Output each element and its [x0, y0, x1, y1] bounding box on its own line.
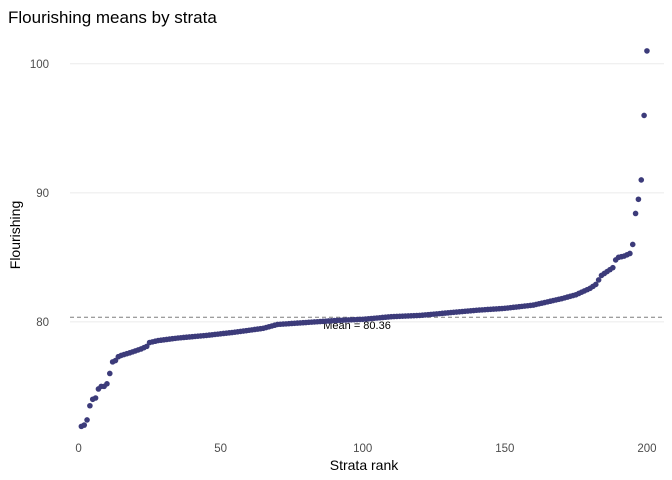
- data-point: [592, 281, 599, 288]
- data-point: [627, 250, 633, 257]
- y-tick-label-80: 80: [36, 317, 49, 329]
- data-point: [112, 357, 119, 364]
- x-tick-label-200: 200: [637, 443, 656, 455]
- tick-labels: 80 90 100 0 50 100 150 200: [30, 59, 657, 455]
- data-point: [610, 264, 616, 271]
- data-point: [641, 112, 647, 119]
- x-axis-title: Strata rank: [330, 457, 399, 473]
- data-points: [78, 48, 650, 430]
- data-point: [92, 395, 99, 401]
- data-point: [632, 210, 639, 217]
- data-point: [84, 417, 90, 423]
- data-point: [644, 48, 650, 54]
- x-tick-label-50: 50: [214, 443, 227, 455]
- data-point: [87, 402, 93, 409]
- chart-title: Flourishing means by strata: [8, 8, 217, 27]
- data-point: [595, 277, 602, 283]
- data-point: [629, 241, 636, 248]
- y-axis-title: Flourishing: [7, 201, 23, 269]
- data-point: [104, 381, 110, 387]
- data-point: [81, 422, 88, 428]
- data-point: [638, 177, 645, 183]
- data-point: [635, 196, 642, 203]
- y-tick-label-100: 100: [30, 59, 49, 71]
- grid-layer: [70, 63, 664, 323]
- data-point: [106, 370, 113, 377]
- data-point: [143, 343, 150, 350]
- x-tick-label-100: 100: [353, 443, 372, 455]
- x-tick-label-150: 150: [495, 443, 514, 455]
- y-tick-label-90: 90: [36, 188, 49, 200]
- mean-label: Mean = 80.36: [323, 320, 391, 332]
- x-tick-label-0: 0: [75, 443, 81, 455]
